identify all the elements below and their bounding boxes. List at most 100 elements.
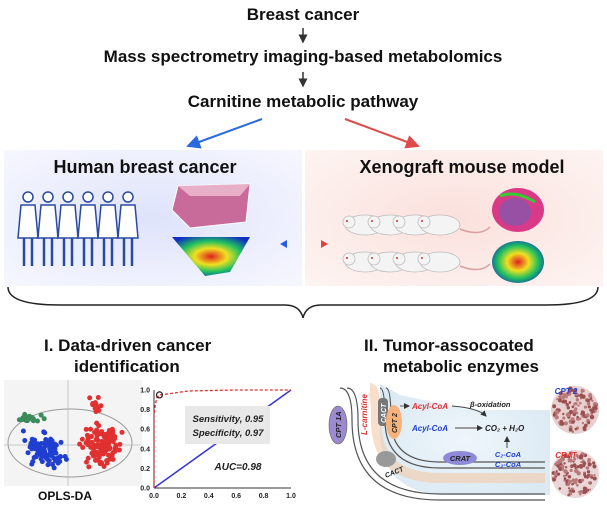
roc-x-tick: 0.0 [149,493,159,500]
mouse-icon [417,214,461,236]
scatter-point [100,439,106,445]
scatter-point [41,429,47,435]
opls-da-scatter [4,380,142,486]
tumor-ms-image [492,241,544,283]
scatter-point [95,437,101,443]
l-carnitine-label: L-carnitine [360,394,369,435]
scatter-point [25,450,31,456]
scatter-point [50,461,56,467]
scatter-point [87,395,93,401]
scatter-point [85,442,91,448]
cpt2-label: CPT 2 [392,413,399,433]
scatter-point [104,447,110,453]
scatter-point [98,444,104,450]
crat-protein [443,451,477,465]
mice-icon [342,214,491,273]
roc-x-tick: 0.8 [259,493,269,500]
c2-coa-label: C₂-CoA [495,450,521,459]
scatter-point [58,439,64,445]
scatter-point [51,450,57,456]
scatter-point [32,437,38,443]
scatter-point [38,456,44,462]
roc-x-tick: 0.2 [177,493,187,500]
acyl-coa-red: Acyl-CoA [411,402,448,411]
woman-figure-icon [77,191,99,266]
scatter-point [39,440,45,446]
scatter-point [30,459,36,465]
brace [7,286,599,319]
scatter-point [25,418,31,424]
scatter-point [79,436,85,442]
ihc-crat-label: CRAT [555,451,578,460]
cact-top-protein [378,398,388,426]
woman-figure-icon [117,191,139,266]
patients-icon [17,191,139,266]
section1-title-line2: identification [74,357,180,376]
scatter-point [32,441,38,447]
scatter-point [98,459,104,465]
roc-y-tick: 0.0 [140,486,150,493]
roc-y-tick: 0.8 [140,407,150,414]
flow-step-carnitine-pathway: Carnitine metabolic pathway [188,92,419,111]
roc-y-tick: 1.0 [140,388,150,395]
red-arrow-icon [344,118,420,149]
scatter-point [116,447,122,453]
roc-x-tick: 0.6 [231,493,241,500]
scatter-point [80,445,86,451]
scatter-point [109,426,115,432]
roc-chart: 0.0 0.2 0.4 0.6 0.8 1.0 0.0 0.2 0.4 0.6 0.8 1.0 Sen… [140,388,296,501]
scatter-point [94,407,100,413]
scatter-point [22,437,28,443]
scatter-point [94,427,100,433]
scatter-point [92,457,98,463]
he-stained-tissue-image [171,183,251,229]
xenograft-panel-title: Xenograft mouse model [359,157,564,177]
woman-figure-icon [37,191,59,266]
scatter-point [84,432,90,438]
roc-y-tick: 0.6 [140,427,150,434]
double-arrow-icon [280,240,328,248]
scatter-point [85,437,91,443]
scatter-point [28,441,34,447]
scatter-point [94,420,100,426]
scatter-point [88,426,94,432]
flow-step-breast-cancer: Breast cancer [247,5,360,24]
scatter-point [110,450,116,456]
scatter-point [47,446,53,452]
scatter-point [86,464,92,470]
roc-curve [153,389,291,488]
tumor-slice-image [492,188,544,232]
ms-image-heatmap [172,237,250,276]
scatter-point [41,416,47,422]
scatter-point [99,447,105,453]
beta-oxidation-label: β-oxidation [469,400,511,409]
cpt1a-protein [328,405,348,445]
scatter-point [91,449,97,455]
scatter-point [57,454,63,460]
scatter-point [63,456,69,462]
section2-title-line1: II. Tumor-assocoated [364,336,534,355]
scatter-point [84,459,90,465]
mitochondria-diagram: CPT 1A L-carnitine CACT CPT 2 CACT Acyl-… [328,383,550,501]
cpt1a-label: CPT 1A [334,411,343,438]
scatter-point [83,426,89,432]
scatter-point [104,458,110,464]
scatter-point [16,417,22,423]
scatter-point [101,463,107,469]
scatter-point [90,453,96,459]
ihc-cpt2-image [551,386,599,434]
scatter-point [85,455,91,461]
scatter-point [29,445,35,451]
auc-text: AUC=0.98 [214,462,262,473]
ihc-crat-image [551,450,599,498]
c3-coa-label: C₃-CoA [495,460,521,469]
scatter-point [38,412,44,418]
metrics-box [185,406,270,444]
scatter-point [45,462,51,468]
woman-figure-icon [17,191,39,266]
human-panel-title: Human breast cancer [53,157,236,177]
scatter-point [101,434,107,440]
cact-top-label: CACT [381,403,388,423]
woman-figure-icon [57,191,79,266]
roc-y-tick: 0.2 [140,466,150,473]
